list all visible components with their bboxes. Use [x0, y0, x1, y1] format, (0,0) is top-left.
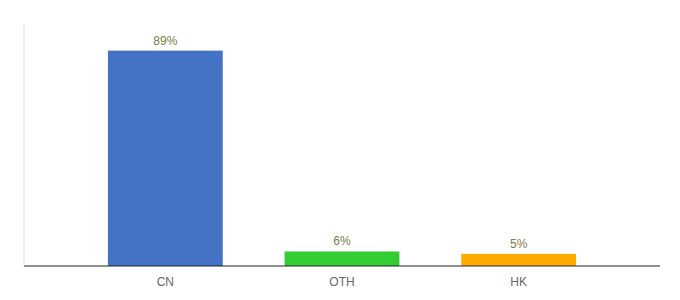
x-axis-line — [24, 265, 660, 266]
chart: 89% 6% 5% CN OTH HK — [0, 0, 680, 300]
x-tick-label: OTH — [329, 275, 354, 289]
bar — [461, 254, 576, 266]
bar — [285, 251, 400, 266]
chart-container: 89% 6% 5% CN OTH HK — [0, 0, 680, 300]
x-ticks: CN OTH HK — [157, 275, 527, 289]
data-label: 5% — [510, 237, 528, 251]
x-tick-label: CN — [157, 275, 174, 289]
y-axis-line — [24, 24, 25, 266]
data-label: 89% — [153, 34, 177, 48]
data-label: 6% — [333, 234, 351, 248]
x-tick-label: HK — [510, 275, 527, 289]
bar — [108, 51, 223, 266]
data-labels: 89% 6% 5% — [153, 34, 527, 251]
bars — [108, 51, 576, 266]
